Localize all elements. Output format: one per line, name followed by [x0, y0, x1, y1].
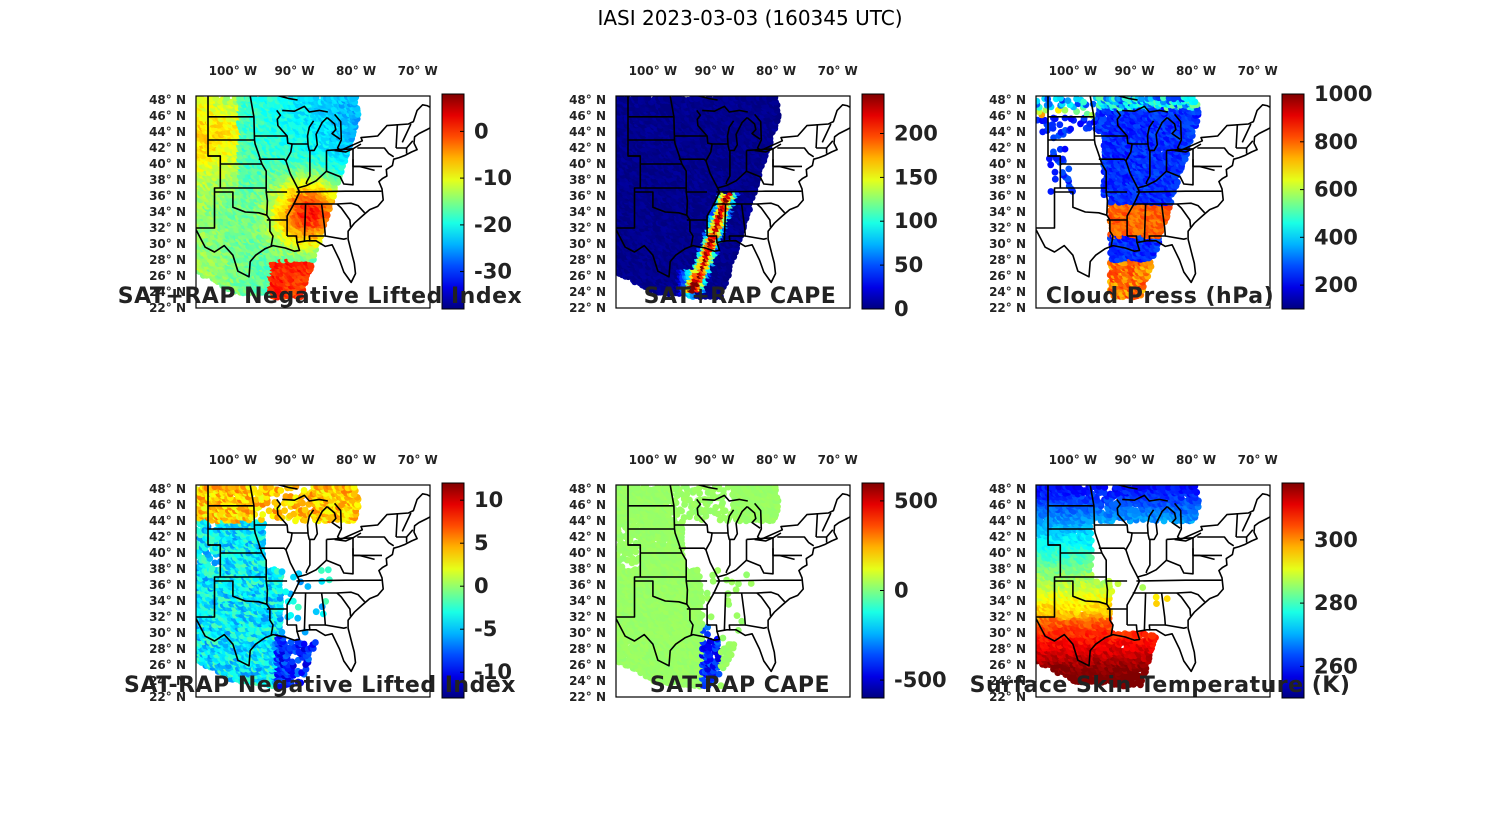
- data-point: [271, 96, 279, 101]
- lon-tick-label: 80° W: [336, 64, 376, 78]
- data-point: [212, 96, 220, 102]
- data-point: [196, 96, 203, 102]
- lat-tick-label: 34° N: [149, 205, 186, 219]
- lat-tick-label: 42° N: [149, 141, 186, 155]
- colorbar-tick-label: -10: [474, 166, 512, 190]
- colorbar: [441, 93, 465, 310]
- data-point: [312, 96, 320, 101]
- data-point: [250, 96, 258, 102]
- lat-tick-label: 48° N: [149, 93, 186, 107]
- lon-tick-label: 70° W: [398, 64, 438, 78]
- lat-tick-label: 24° N: [149, 285, 186, 299]
- map-frame: [195, 95, 431, 309]
- data-point: [223, 96, 230, 102]
- lat-tick-label: 46° N: [149, 109, 186, 123]
- panel-sat-rap-negative-lifted-index: 100° W 90° W 80° W 70° W 48° N 46° N 44° N 42° …: [100, 62, 540, 362]
- data-point: [307, 96, 315, 103]
- map-plot: 100° W 90° W 80° W 70° W48° N46° N44° N42° …: [569, 64, 938, 321]
- panel-sat-rap-cape: 100° W 90° W 80° W 70° W 48° N 46° N 44° N 42° …: [520, 62, 960, 362]
- lon-tick-label: 90° W: [274, 64, 314, 78]
- lat-tick-label: 26° N: [149, 269, 186, 283]
- colorbar-tick-label: -30: [474, 260, 512, 284]
- lat-tick-label: 36° N: [149, 189, 186, 203]
- panel-title: SAT+RAP Negative Lifted Index: [117, 284, 523, 309]
- colorbar-tick-label: -20: [474, 213, 512, 237]
- data-point: [352, 96, 360, 101]
- lat-tick-label: 40° N: [149, 157, 186, 171]
- lat-tick-label: 32° N: [149, 221, 186, 235]
- lon-tick-label: 100° W: [209, 64, 257, 78]
- lat-tick-label: 30° N: [149, 237, 186, 251]
- lat-tick-label: 28° N: [149, 253, 186, 267]
- data-point: [258, 96, 266, 103]
- map-plot: 100° W 90° W 80° W 70° W 48° N 46° N 44° N 42° …: [149, 64, 512, 315]
- lat-tick-label: 22° N: [149, 301, 186, 315]
- lat-tick-label: 38° N: [149, 173, 186, 187]
- state-boundaries: [196, 96, 430, 284]
- figure-title: IASI 2023-03-03 (160345 UTC): [597, 6, 903, 30]
- lat-tick-label: 44° N: [149, 125, 186, 139]
- colorbar-tick-label: 0: [474, 119, 489, 143]
